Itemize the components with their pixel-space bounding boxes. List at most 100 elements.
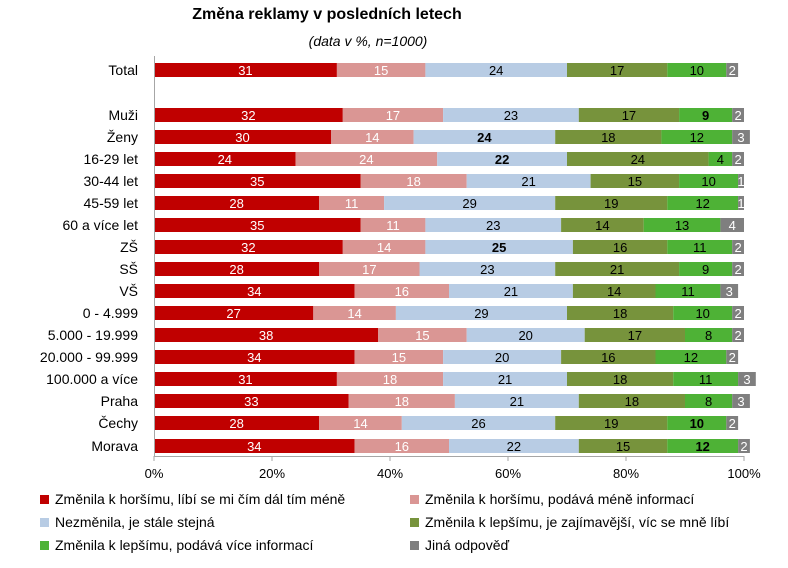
category-label: ZŠ	[120, 239, 138, 255]
bar-segment	[319, 416, 402, 430]
data-label: 10	[690, 63, 704, 78]
category-label: 45-59 let	[84, 195, 139, 211]
bar-segment	[154, 372, 337, 386]
legend-label: Změnila k lepšímu, je zajímavější, víc s…	[425, 514, 730, 530]
x-tick-label: 20%	[259, 466, 285, 480]
bar-segment	[572, 240, 668, 254]
data-label: 14	[347, 306, 361, 321]
bar-segment	[360, 218, 426, 232]
category-label: 16-29 let	[84, 151, 139, 167]
bar-segment	[732, 240, 744, 254]
category-label: 30-44 let	[84, 173, 139, 189]
data-label: 2	[734, 152, 741, 167]
data-label: 21	[521, 174, 535, 189]
data-label: 31	[238, 372, 252, 387]
data-label: 26	[471, 416, 485, 431]
data-label: 22	[495, 152, 509, 167]
bar-segment	[319, 196, 385, 210]
legend-swatch	[410, 494, 419, 504]
bar-segment	[354, 350, 444, 364]
data-label: 15	[628, 174, 642, 189]
bar-segment	[154, 262, 320, 276]
bar-segment	[732, 328, 744, 342]
bar-segment	[555, 130, 662, 144]
data-label: 18	[625, 394, 639, 409]
data-label: 3	[726, 284, 733, 299]
category-label: Morava	[91, 438, 138, 454]
chart-subtitle: (data v %, n=1000)	[308, 33, 428, 49]
data-label: 21	[498, 372, 512, 387]
legend-swatch	[40, 494, 49, 504]
data-label: 19	[604, 416, 618, 431]
data-label: 14	[377, 240, 391, 255]
data-label: 8	[705, 328, 712, 343]
legend-label: Změnila k horšímu, podává méně informací	[425, 491, 695, 507]
bar-segment	[466, 328, 585, 342]
bar-segment	[154, 218, 361, 232]
bar-segment	[720, 218, 744, 232]
bar-segment	[425, 240, 573, 254]
category-label: Praha	[101, 393, 139, 409]
legend-item: Změnila k lepšímu, podává více informací	[40, 537, 313, 553]
bar-segment	[336, 63, 426, 77]
legend-item: Změnila k horšímu, podává méně informací	[410, 491, 694, 507]
data-label: 3	[737, 130, 744, 145]
data-label: 2	[729, 350, 736, 365]
bar-segment	[331, 130, 414, 144]
category-label: Muži	[108, 107, 138, 123]
data-label: 16	[613, 240, 627, 255]
bar-segment	[354, 284, 449, 298]
legend-label: Změnila k lepšímu, podává více informací	[55, 537, 314, 553]
bar-segment	[720, 284, 739, 298]
bar-segment	[342, 108, 444, 122]
data-label: 24	[218, 152, 232, 167]
bar-segment	[561, 218, 644, 232]
bar-segment	[590, 174, 680, 188]
data-label: 12	[684, 350, 698, 365]
data-label: 11	[345, 196, 359, 211]
data-label: 17	[622, 108, 636, 123]
bar-segment	[732, 152, 744, 166]
data-label: 34	[247, 350, 261, 365]
data-label: 28	[229, 416, 243, 431]
data-label: 4	[717, 152, 724, 167]
data-label: 24	[477, 130, 492, 145]
category-label: 60 a více let	[63, 217, 139, 233]
bar-segment	[655, 350, 727, 364]
data-label: 31	[238, 63, 252, 78]
bar-segment	[443, 372, 567, 386]
data-label: 20	[495, 350, 509, 365]
legend-item: Nezměnila, je stále stejná	[40, 514, 215, 530]
bar-segment	[154, 350, 355, 364]
x-tick-label: 60%	[495, 466, 521, 480]
bar-segment	[578, 439, 668, 453]
category-label: 100.000 a více	[46, 371, 138, 387]
data-label: 20	[518, 328, 532, 343]
bar-segment	[154, 174, 361, 188]
bar-segment	[425, 63, 567, 77]
bar-segment	[643, 218, 721, 232]
bar-segment	[667, 240, 733, 254]
data-label: 2	[734, 240, 741, 255]
data-label: 33	[244, 394, 258, 409]
data-label: 22	[507, 439, 521, 454]
category-label: Total	[108, 62, 138, 78]
bar-segment	[685, 394, 733, 408]
data-label: 2	[740, 439, 747, 454]
data-label: 2	[734, 306, 741, 321]
bar-segment	[348, 394, 455, 408]
bar-segment	[154, 306, 314, 320]
data-label: 21	[504, 284, 518, 299]
data-label: 12	[690, 130, 704, 145]
data-label: 14	[365, 130, 379, 145]
data-label: 35	[250, 218, 264, 233]
bar-segment	[154, 328, 379, 342]
data-label: 2	[734, 328, 741, 343]
data-label: 24	[631, 152, 645, 167]
bar-segment	[395, 306, 567, 320]
data-label: 10	[690, 416, 704, 431]
data-label: 34	[247, 439, 261, 454]
bar-segment	[667, 63, 727, 77]
bar-segment	[679, 108, 733, 122]
bar-segment	[567, 306, 674, 320]
